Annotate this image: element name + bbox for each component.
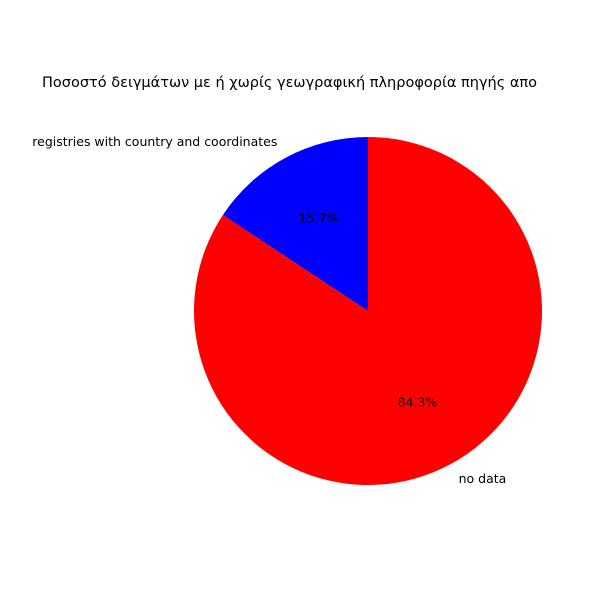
pie-slices [194, 137, 543, 486]
pie-slice-label-1: no data [459, 471, 507, 486]
pie-slice-1 [194, 137, 543, 486]
pie-slice-label-0: registries with country and coordinates [32, 134, 277, 149]
chart-title: Ποσοστό δειγμάτων με ή χωρίς γεωγραφική … [42, 75, 537, 91]
pie-labels: registries with country and coordinates 1… [32, 134, 506, 486]
pie-slice-pct-0: 15.7% [299, 211, 339, 226]
pie-slice-pct-1: 84.3% [398, 394, 438, 409]
pie-slice-0 [222, 137, 368, 311]
